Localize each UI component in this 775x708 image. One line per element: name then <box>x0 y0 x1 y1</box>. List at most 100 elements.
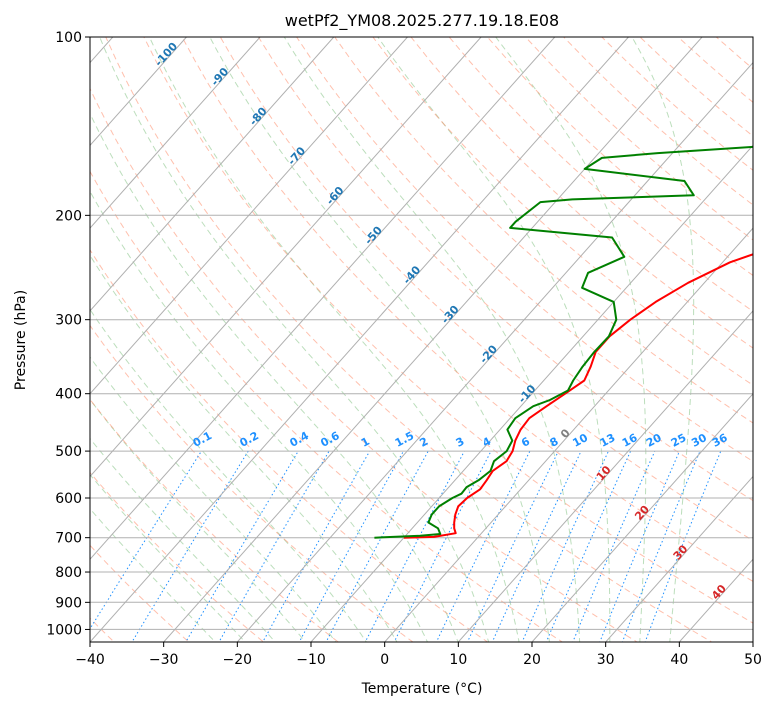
mixing-ratio-line <box>262 450 371 642</box>
moist-adiabat-line <box>495 37 647 642</box>
dry-adiabat-line <box>90 324 414 642</box>
x-tick-label: −30 <box>149 652 179 668</box>
mixing-ratio-line <box>325 450 429 642</box>
dry-adiabat-line <box>334 37 753 424</box>
isotherm-label: -70 <box>285 144 308 168</box>
isotherm-line <box>236 61 753 642</box>
isotherm-line <box>90 37 556 560</box>
isotherm-line <box>90 37 408 395</box>
moist-adiabat-line <box>631 37 695 642</box>
mixing-ratio-label: 4 <box>480 435 493 450</box>
moist-adiabat-line <box>90 356 337 642</box>
x-axis-ticks: −40 −30 −20 −10 0 10 20 30 40 50 <box>75 642 762 668</box>
dry-adiabat-line <box>181 37 753 582</box>
x-axis-label: Temperature (°C) <box>361 681 483 697</box>
mixing-ratio-lines <box>90 450 722 642</box>
isotherm-line <box>310 144 753 642</box>
isotherm-line <box>90 37 187 147</box>
y-tick-label: 800 <box>55 565 82 581</box>
y-tick-label: 900 <box>55 595 82 611</box>
mixing-ratio-label: 0.2 <box>238 429 261 450</box>
x-tick-label: −40 <box>75 652 105 668</box>
plot-area: -100-90-80-70-60-50-40-30-20-10010203040… <box>90 10 775 654</box>
dry-adiabat-line <box>90 87 638 642</box>
x-tick-label: 40 <box>670 652 688 668</box>
isotherm-line <box>752 641 753 642</box>
moist-adiabat-line <box>90 437 276 642</box>
mixing-ratio-line <box>364 450 465 642</box>
isotherm-gridlines <box>90 37 753 642</box>
isobar-gridlines <box>90 37 753 630</box>
mixing-ratio-line <box>218 450 330 642</box>
moist-adiabat-line <box>148 37 520 642</box>
dry-adiabat-line <box>639 37 753 137</box>
x-tick-label: −20 <box>223 652 253 668</box>
y-tick-label: 100 <box>55 30 82 46</box>
mixing-ratio-label: 0.4 <box>288 429 312 450</box>
dry-adiabat-line <box>372 37 753 386</box>
mixing-ratio-label: 30 <box>689 431 709 450</box>
mixing-ratio-label: 3 <box>454 435 467 450</box>
isotherm-label: -10 <box>516 382 539 406</box>
isotherm-line <box>90 37 629 642</box>
isotherm-line <box>605 475 753 642</box>
dry-adiabat-line <box>105 37 713 642</box>
dry-adiabat-line <box>715 37 753 70</box>
mixing-ratio-line <box>90 450 202 630</box>
isotherm-line <box>90 37 482 478</box>
dry-adiabat-line <box>448 37 753 313</box>
plot-frame <box>89 36 754 643</box>
mixing-ratio-label: 16 <box>620 431 640 450</box>
dry-adiabat-line <box>410 37 753 349</box>
mixing-ratio-line <box>545 450 632 642</box>
mixing-ratio-line <box>599 450 680 642</box>
mixing-ratio-line <box>521 450 609 642</box>
mixing-ratio-label: 0.1 <box>191 429 214 450</box>
y-tick-label: 1000 <box>46 622 82 638</box>
isotherm-label: -30 <box>439 303 462 327</box>
mixing-ratio-label: 6 <box>519 435 532 450</box>
x-tick-label: 20 <box>523 652 541 668</box>
mixing-ratio-label: 20 <box>644 431 664 450</box>
dry-adiabats <box>90 10 775 654</box>
dry-adiabat-line <box>724 10 775 654</box>
mixing-ratio-label: 36 <box>710 431 730 450</box>
mixing-ratio-label: 13 <box>598 431 618 450</box>
moist-adiabat-line <box>90 112 459 642</box>
dry-adiabat-line <box>296 37 753 462</box>
mixing-ratio-label: 8 <box>548 435 561 450</box>
y-tick-label: 300 <box>55 313 82 329</box>
y-tick-label: 500 <box>55 444 82 460</box>
moist-adiabat-line <box>90 473 246 642</box>
x-tick-label: 30 <box>597 652 615 668</box>
isotherm-line <box>531 392 753 642</box>
mixing-ratio-label: 25 <box>669 431 689 450</box>
moist-adiabat-line <box>90 190 429 642</box>
isotherm-label: 10 <box>594 463 614 483</box>
moist-adiabat-line <box>90 308 367 642</box>
isotherm-label: -60 <box>324 184 347 208</box>
isotherm-label: -80 <box>247 104 270 128</box>
x-tick-label: 10 <box>449 652 467 668</box>
dry-adiabat-line <box>563 37 753 206</box>
y-tick-label: 400 <box>55 387 82 403</box>
dry-adiabat-line <box>90 471 265 642</box>
isotherm-label: -100 <box>152 40 180 69</box>
y-tick-label: 600 <box>55 491 82 507</box>
dry-adiabat-line <box>257 37 753 502</box>
isotherm-label: -90 <box>208 65 231 89</box>
dry-adiabat-line <box>90 170 564 642</box>
profile-lines <box>374 145 753 539</box>
isotherm-line <box>457 310 753 642</box>
dry-adiabat-line <box>90 248 489 642</box>
isotherm-line <box>163 37 703 642</box>
dry-adiabat-line <box>90 544 190 642</box>
y-axis-label: Pressure (hPa) <box>13 290 29 390</box>
moist-adiabat-line <box>283 37 581 642</box>
y-tick-label: 200 <box>55 208 82 224</box>
isotherm-label: 30 <box>671 542 691 562</box>
dry-adiabat-line <box>219 37 753 542</box>
mixing-ratio-label: 10 <box>570 431 590 450</box>
chart-title: wetPf2_YM08.2025.277.19.18.E08 <box>285 11 559 31</box>
